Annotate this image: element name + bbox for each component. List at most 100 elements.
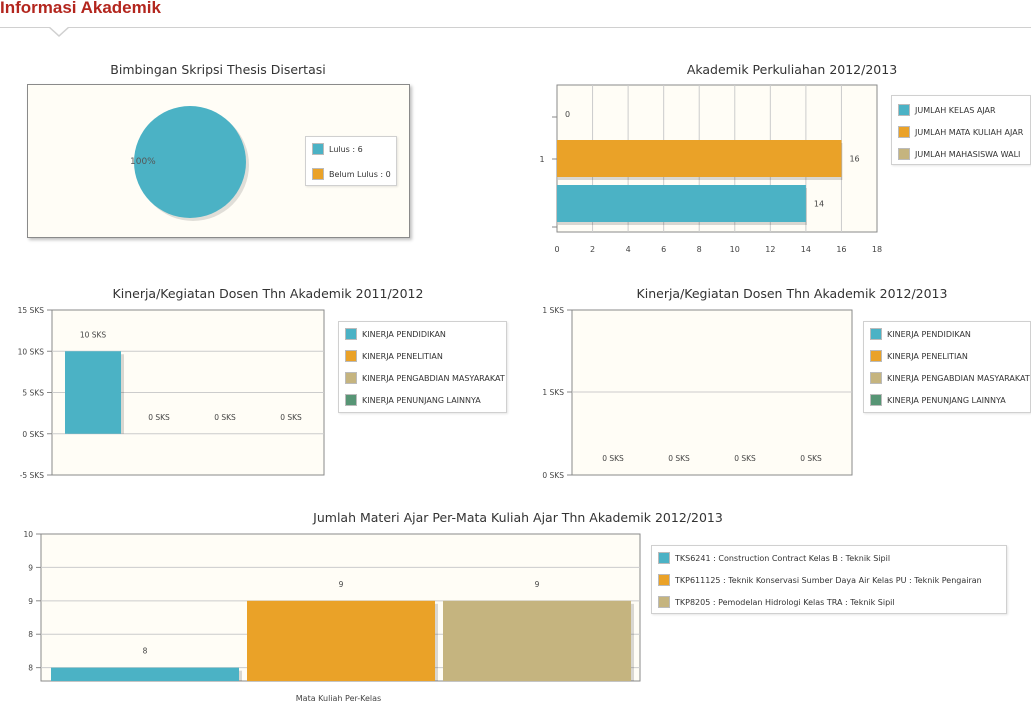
chart-title-materi-ajar: Jumlah Materi Ajar Per-Mata Kuliah Ajar … bbox=[313, 510, 723, 525]
x-tick-label: 6 bbox=[661, 245, 666, 254]
y-tick-label: 9 bbox=[28, 563, 33, 572]
x-tick-label: 2 bbox=[590, 245, 595, 254]
bar bbox=[65, 351, 121, 434]
legend-label: KINERJA PENGABDIAN MASYARAKAT bbox=[887, 373, 1030, 383]
x-tick-label: 14 bbox=[801, 245, 811, 254]
y-tick-label: 8 bbox=[28, 664, 33, 673]
bar-value-label: 8 bbox=[143, 647, 148, 656]
legend-item: Lulus : 6 bbox=[312, 142, 363, 156]
legend-item: KINERJA PENDIDIKAN bbox=[870, 327, 971, 341]
y-tick-label: 5 SKS bbox=[22, 389, 44, 398]
x-tick-label: 0 bbox=[554, 245, 559, 254]
bar-value-label: 9 bbox=[535, 580, 540, 589]
y-tick-label: 10 bbox=[23, 530, 33, 539]
legend-label: TKP8205 : Pemodelan Hidrologi Kelas TRA … bbox=[675, 597, 895, 607]
x-tick-label: 4 bbox=[626, 245, 631, 254]
legend-item: KINERJA PENDIDIKAN bbox=[345, 327, 446, 341]
bar bbox=[443, 600, 631, 681]
bar-value-label: 0 SKS bbox=[800, 454, 822, 463]
x-tick-label: 12 bbox=[765, 245, 775, 254]
y-tick-label: -5 SKS bbox=[20, 471, 45, 480]
page-title: Informasi Akademik bbox=[0, 0, 161, 17]
chart-title-perkuliahan: Akademik Perkuliahan 2012/2013 bbox=[686, 62, 898, 77]
legend-item: Belum Lulus : 0 bbox=[312, 167, 391, 181]
pie-legend: Lulus : 6 Belum Lulus : 0 bbox=[305, 136, 397, 186]
legend-swatch bbox=[345, 394, 357, 406]
legend-item: JUMLAH MATA KULIAH AJAR bbox=[898, 125, 1023, 139]
y-tick-label: 1 bbox=[539, 155, 544, 164]
legend-label: KINERJA PENUNJANG LAINNYA bbox=[887, 395, 1006, 405]
legend-item: TKP8205 : Pemodelan Hidrologi Kelas TRA … bbox=[658, 595, 895, 609]
x-tick-label: 18 bbox=[872, 245, 882, 254]
legend-label: TKP611125 : Teknik Konservasi Sumber Day… bbox=[675, 575, 982, 585]
legend-swatch bbox=[898, 148, 910, 160]
materi-ajar-legend: TKS6241 : Construction Contract Kelas B … bbox=[651, 545, 1007, 614]
legend-swatch bbox=[870, 350, 882, 362]
x-axis-label: Mata Kuliah Per-Kelas bbox=[296, 694, 381, 703]
bar-value-label: 0 SKS bbox=[602, 454, 624, 463]
legend-swatch bbox=[898, 126, 910, 138]
y-tick-label: 0 SKS bbox=[22, 430, 44, 439]
legend-item: TKS6241 : Construction Contract Kelas B … bbox=[658, 551, 890, 565]
legend-swatch bbox=[658, 574, 670, 586]
legend-swatch bbox=[345, 350, 357, 362]
legend-swatch bbox=[658, 552, 670, 564]
legend-swatch bbox=[898, 104, 910, 116]
hbar-legend: JUMLAH KELAS AJAR JUMLAH MATA KULIAH AJA… bbox=[891, 95, 1031, 165]
legend-item: KINERJA PENELITIAN bbox=[345, 349, 443, 363]
bar-value-label: 14 bbox=[814, 200, 824, 209]
bar-value-label: 0 SKS bbox=[734, 454, 756, 463]
bar-value-label: 0 SKS bbox=[148, 413, 170, 422]
legend-label: KINERJA PENELITIAN bbox=[362, 351, 443, 361]
pie-slice-label: 100% bbox=[130, 157, 156, 167]
legend-swatch bbox=[312, 168, 324, 180]
legend-label: JUMLAH KELAS AJAR bbox=[915, 105, 996, 115]
legend-swatch bbox=[870, 372, 882, 384]
legend-label: Lulus : 6 bbox=[329, 144, 363, 154]
legend-swatch bbox=[870, 394, 882, 406]
bar-value-label: 16 bbox=[849, 155, 859, 164]
y-tick-label: 10 SKS bbox=[18, 347, 45, 356]
legend-label: KINERJA PENGABDIAN MASYARAKAT bbox=[362, 373, 505, 383]
pie-slice-lulus bbox=[134, 106, 246, 218]
chart-title-bimbingan: Bimbingan Skripsi Thesis Disertasi bbox=[110, 62, 326, 77]
bar bbox=[557, 185, 806, 222]
x-tick-label: 8 bbox=[697, 245, 702, 254]
legend-item: TKP611125 : Teknik Konservasi Sumber Day… bbox=[658, 573, 982, 587]
bar-value-label: 0 bbox=[565, 110, 570, 119]
y-tick-label: 1 SKS bbox=[542, 306, 564, 315]
legend-item: KINERJA PENGABDIAN MASYARAKAT bbox=[870, 371, 1030, 385]
materi-ajar-chart: 10 9 9 8 8 8 9 9 Mata Kuliah Per-Kelas bbox=[23, 530, 641, 703]
kinerja-2011-chart: 15 SKS 10 SKS 5 SKS 0 SKS -5 SKS 10 SKS 0 SKS 0… bbox=[18, 306, 325, 480]
legend-item: KINERJA PENUNJANG LAINNYA bbox=[345, 393, 481, 407]
bar-value-label: 0 SKS bbox=[214, 413, 236, 422]
legend-label: TKS6241 : Construction Contract Kelas B … bbox=[675, 553, 891, 563]
legend-swatch bbox=[345, 372, 357, 384]
x-tick-label: 16 bbox=[836, 245, 846, 254]
x-tick-label: 10 bbox=[730, 245, 740, 254]
chart-title-kinerja-2012: Kinerja/Kegiatan Dosen Thn Akademik 2012… bbox=[636, 286, 948, 301]
bar-value-label: 0 SKS bbox=[668, 454, 690, 463]
legend-label: KINERJA PENUNJANG LAINNYA bbox=[362, 395, 481, 405]
chart-title-kinerja-2011: Kinerja/Kegiatan Dosen Thn Akademik 2011… bbox=[112, 286, 424, 301]
bar bbox=[247, 600, 435, 681]
y-tick-label: 9 bbox=[28, 597, 33, 606]
legend-item: KINERJA PENUNJANG LAINNYA bbox=[870, 393, 1006, 407]
bar-value-label: 9 bbox=[339, 580, 344, 589]
header-divider bbox=[0, 27, 1031, 28]
legend-item: KINERJA PENGABDIAN MASYARAKAT bbox=[345, 371, 505, 385]
kinerja-2012-chart: 0 SKS 0 SKS 0 SKS 0 SKS 1 SKS 1 SKS 0 SKS bbox=[542, 306, 853, 480]
y-tick-label: 8 bbox=[28, 630, 33, 639]
kinerja-2012-legend: KINERJA PENDIDIKAN KINERJA PENELITIAN KI… bbox=[863, 321, 1031, 413]
legend-swatch bbox=[658, 596, 670, 608]
bar bbox=[557, 140, 842, 177]
bar bbox=[51, 667, 239, 681]
legend-item: KINERJA PENELITIAN bbox=[870, 349, 968, 363]
y-tick-label: 15 SKS bbox=[18, 306, 45, 315]
y-tick-label: 0 SKS bbox=[542, 471, 564, 480]
legend-swatch bbox=[870, 328, 882, 340]
pie-plot-area: 100% Lulus : 6 Belum Lulus : 0 bbox=[27, 84, 410, 238]
legend-label: JUMLAH MATA KULIAH AJAR bbox=[915, 127, 1024, 137]
legend-item: JUMLAH MAHASISWA WALI bbox=[898, 147, 1020, 161]
y-tick-label: 1 SKS bbox=[542, 388, 564, 397]
